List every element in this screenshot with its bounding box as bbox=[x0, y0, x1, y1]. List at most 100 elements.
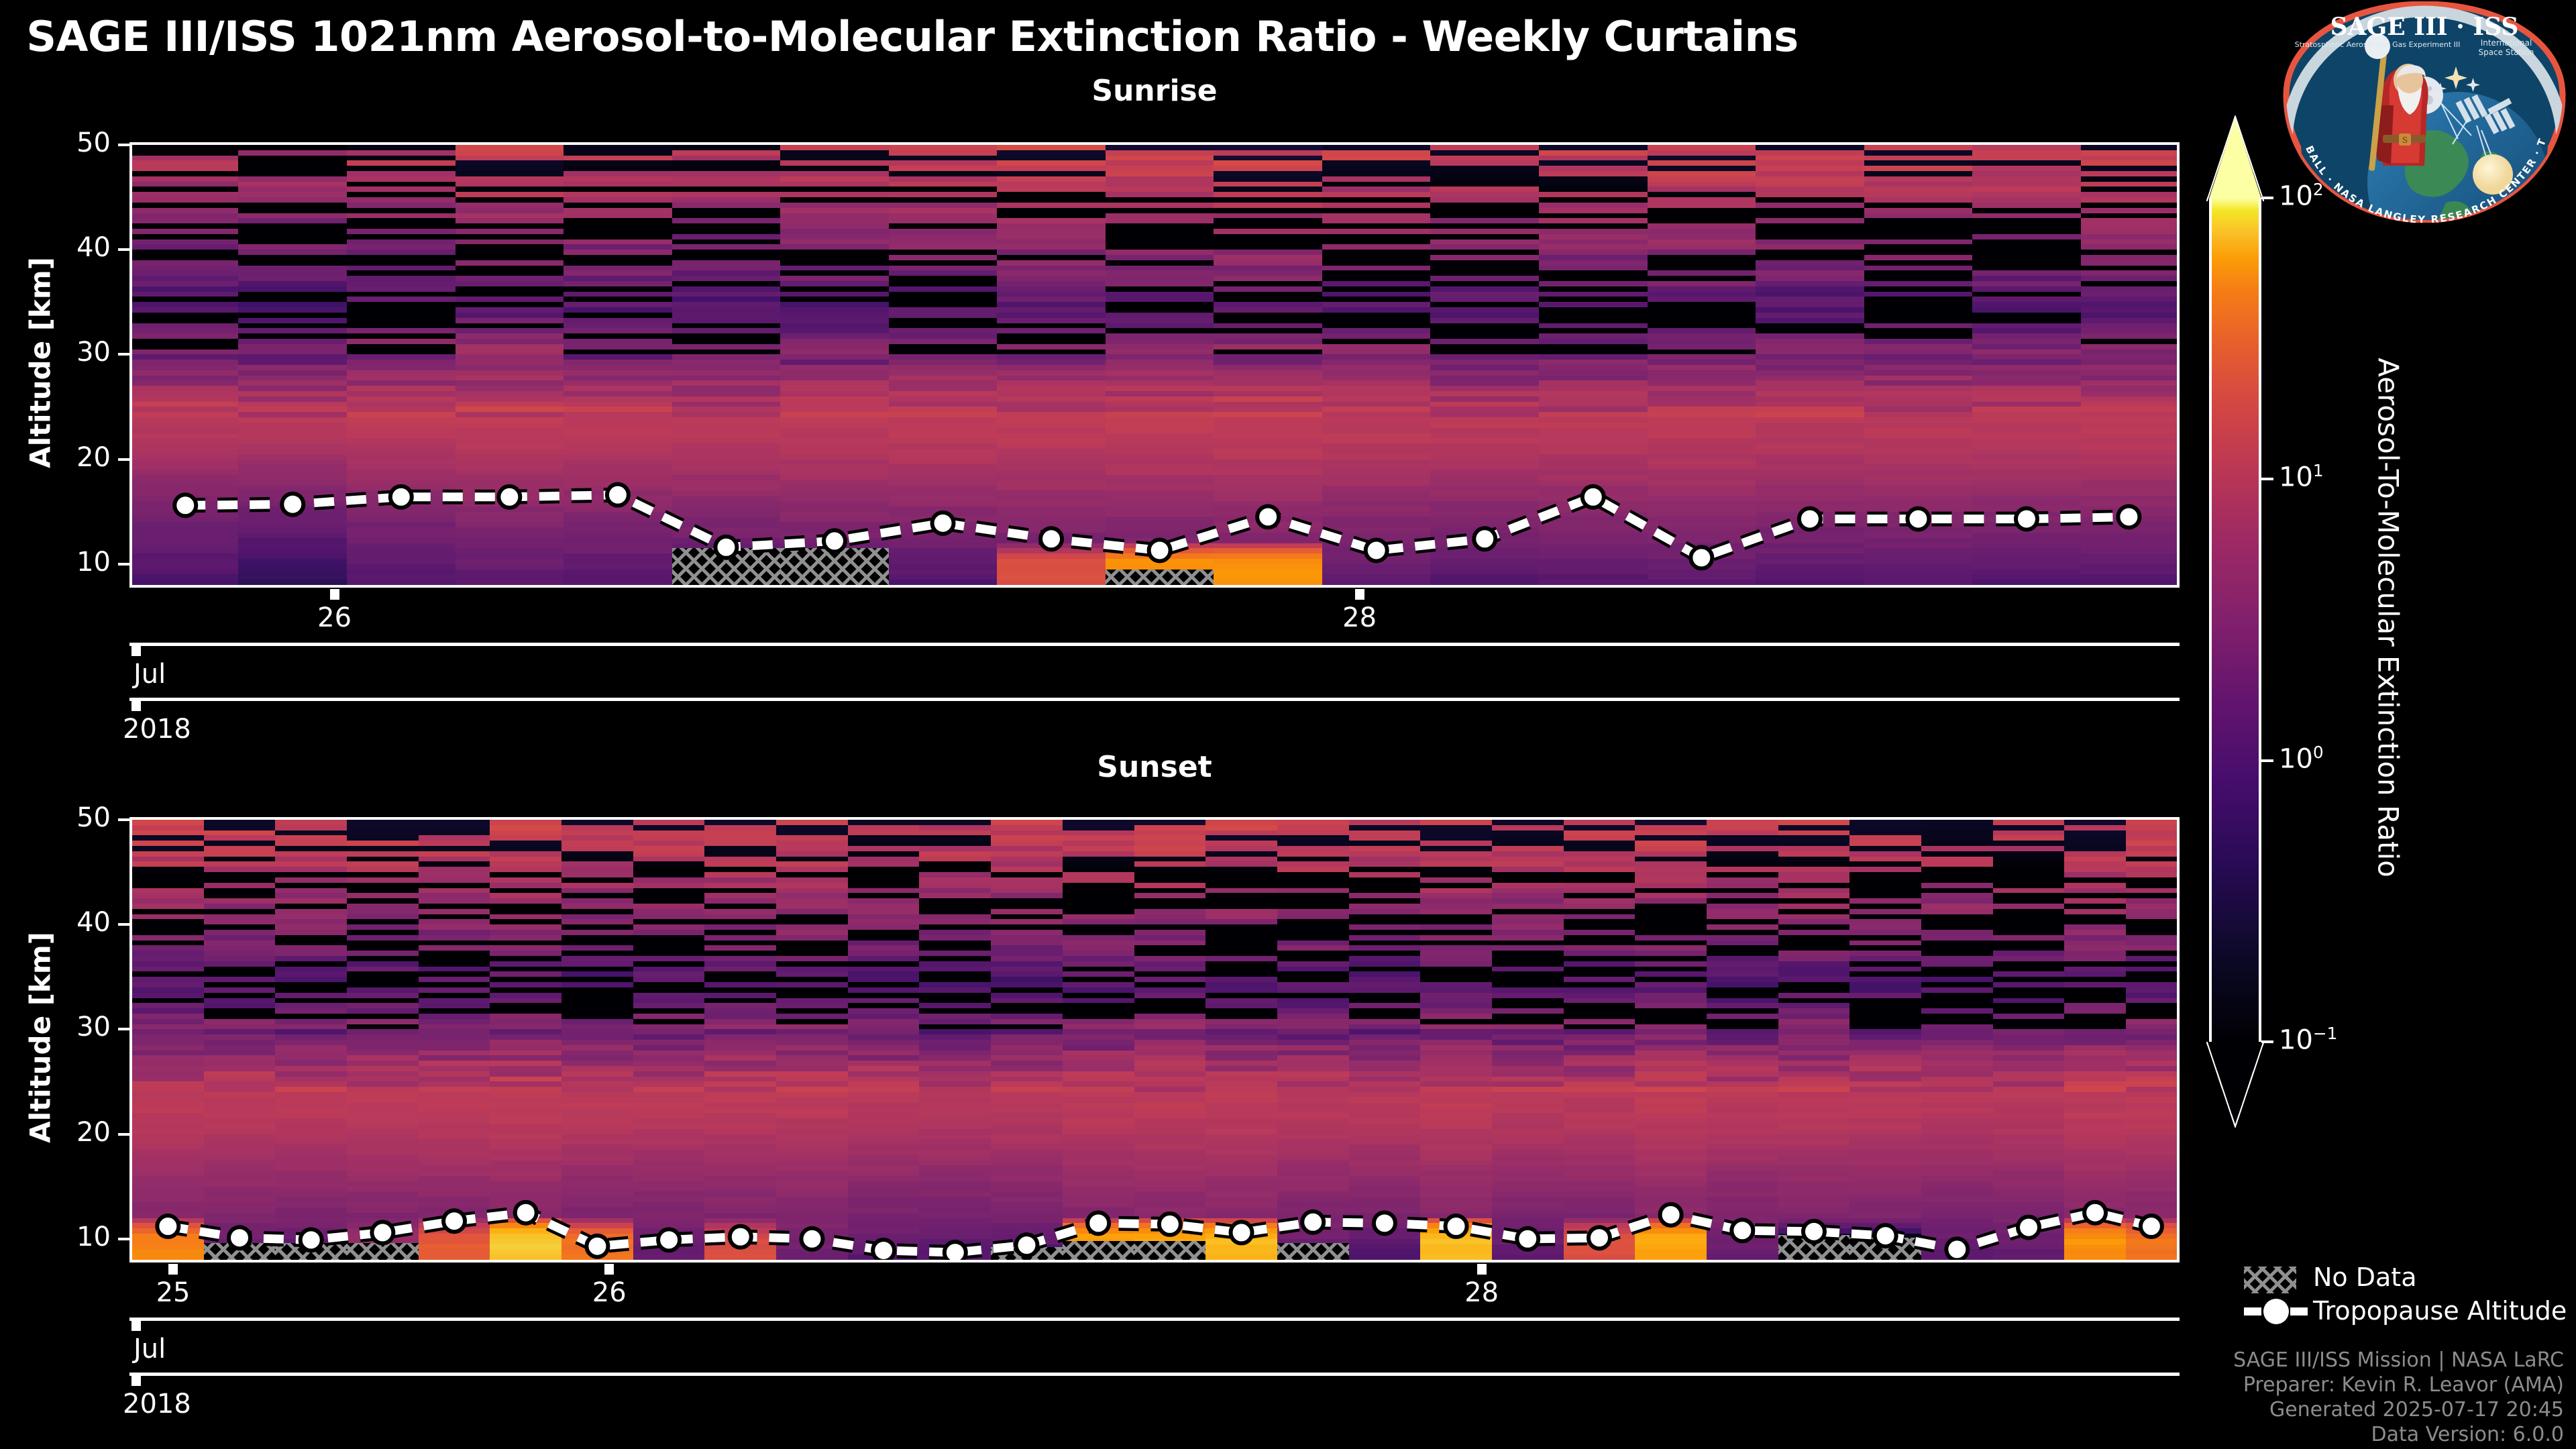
heatmap-cell bbox=[1635, 1076, 1707, 1082]
heatmap-cell bbox=[1205, 1165, 1277, 1171]
heatmap-cell bbox=[1348, 1191, 1421, 1197]
heatmap-cell bbox=[275, 1034, 347, 1040]
heatmap-cell bbox=[2064, 934, 2126, 941]
heatmap-cell bbox=[2080, 574, 2177, 580]
heatmap-cell bbox=[1134, 835, 1206, 841]
heatmap-cell bbox=[1214, 181, 1322, 187]
heatmap-cell bbox=[1348, 914, 1421, 920]
heatmap-cell bbox=[1062, 1034, 1134, 1040]
heatmap-cell bbox=[2125, 1134, 2177, 1140]
heatmap-cell bbox=[203, 1102, 276, 1108]
colorbar[interactable] bbox=[2209, 198, 2261, 1042]
heatmap-cell bbox=[633, 982, 705, 988]
heatmap-column bbox=[1635, 820, 1707, 1260]
heatmap-cell bbox=[1277, 1155, 1349, 1161]
heatmap-cell bbox=[888, 166, 998, 172]
heatmap-cell bbox=[704, 1071, 777, 1077]
heatmap-cell bbox=[2080, 412, 2177, 418]
heatmap-cell bbox=[275, 1191, 347, 1197]
heatmap-cell bbox=[1539, 422, 1648, 429]
heatmap-cell bbox=[1756, 580, 1864, 585]
heatmap-cell bbox=[1491, 851, 1564, 857]
heatmap-cell bbox=[1062, 872, 1134, 878]
heatmap-cell bbox=[919, 982, 991, 988]
heatmap-cell bbox=[1214, 228, 1322, 235]
heatmap-cell bbox=[1849, 951, 1921, 957]
heatmap-cell bbox=[132, 1171, 204, 1177]
heatmap-cell bbox=[455, 333, 564, 339]
heatmap-column bbox=[997, 145, 1106, 585]
heatmap-cell bbox=[1647, 433, 1756, 439]
x-axis-year-rule bbox=[129, 698, 2180, 701]
heatmap-cell bbox=[132, 307, 239, 313]
heatmap-cell bbox=[1348, 1087, 1421, 1093]
colorbar-tick-mark bbox=[2261, 478, 2273, 481]
heatmap-cell bbox=[1756, 160, 1864, 166]
heatmap-cell bbox=[1849, 1197, 1921, 1203]
x-tick-label-day: 26 bbox=[317, 602, 352, 633]
heatmap-cell bbox=[347, 459, 455, 465]
heatmap-column bbox=[919, 820, 991, 1260]
heatmap-cell bbox=[1062, 951, 1134, 957]
heatmap-cell bbox=[1756, 422, 1864, 429]
heatmap-cell bbox=[1491, 1165, 1564, 1171]
heatmap-cell bbox=[1635, 1029, 1707, 1035]
heatmap-cell bbox=[347, 956, 419, 962]
heatmap-cell bbox=[1539, 453, 1648, 460]
heatmap-cell bbox=[1992, 1186, 2065, 1192]
heatmap-cell bbox=[1430, 239, 1539, 245]
heatmap-sunrise[interactable] bbox=[129, 142, 2180, 588]
heatmap-cell bbox=[1214, 360, 1322, 366]
no-data-hatch bbox=[1062, 1240, 1134, 1260]
heatmap-cell bbox=[1134, 961, 1206, 967]
heatmap-cell bbox=[672, 459, 781, 465]
heatmap-cell bbox=[2125, 1144, 2177, 1150]
heatmap-cell bbox=[919, 1181, 991, 1187]
colorbar-tick-label: 10−1 bbox=[2279, 1024, 2338, 1056]
heatmap-cell bbox=[2064, 898, 2126, 904]
heatmap-cell bbox=[1322, 255, 1431, 261]
heatmap-cell bbox=[780, 176, 889, 182]
heatmap-cell bbox=[2064, 820, 2126, 826]
heatmap-cell bbox=[1205, 1191, 1277, 1197]
heatmap-cell bbox=[1972, 333, 2081, 339]
heatmap-cell bbox=[847, 1139, 920, 1145]
heatmap-cell bbox=[275, 898, 347, 904]
heatmap-cell bbox=[1756, 223, 1864, 229]
heatmap-cell bbox=[564, 250, 672, 256]
heatmap-cell bbox=[997, 459, 1106, 465]
heatmap-cell bbox=[847, 1097, 920, 1104]
heatmap-cell bbox=[1214, 354, 1322, 360]
heatmap-cell bbox=[1706, 1013, 1778, 1020]
heatmap-cell bbox=[132, 1191, 204, 1197]
panel-title-sunset: Sunset bbox=[1097, 750, 1212, 784]
heatmap-cell bbox=[847, 998, 920, 1004]
heatmap-cell bbox=[1062, 820, 1134, 826]
heatmap-cell bbox=[238, 453, 347, 460]
heatmap-cell bbox=[347, 903, 419, 910]
heatmap-cell bbox=[1062, 1055, 1134, 1061]
heatmap-cell bbox=[1322, 343, 1431, 350]
heatmap-cell bbox=[1706, 882, 1778, 888]
heatmap-cell bbox=[1563, 992, 1635, 998]
heatmap-cell bbox=[672, 213, 781, 219]
heatmap-cell bbox=[776, 1176, 848, 1182]
heatmap-cell bbox=[1322, 470, 1431, 476]
heatmap-cell bbox=[455, 307, 564, 313]
heatmap-cell bbox=[455, 197, 564, 203]
heatmap-cell bbox=[1491, 1155, 1564, 1161]
heatmap-cell bbox=[1635, 1055, 1707, 1061]
heatmap-cell bbox=[672, 197, 781, 203]
heatmap-cell bbox=[1992, 1008, 2065, 1014]
heatmap-cell bbox=[888, 233, 998, 239]
heatmap-sunset[interactable] bbox=[129, 817, 2180, 1263]
heatmap-cell bbox=[1992, 1150, 2065, 1156]
heatmap-cell bbox=[672, 255, 781, 261]
heatmap-cell bbox=[2125, 1076, 2177, 1082]
heatmap-cell bbox=[275, 846, 347, 852]
heatmap-cell bbox=[1647, 338, 1756, 345]
heatmap-cell bbox=[1491, 1123, 1564, 1130]
heatmap-cell bbox=[1635, 992, 1707, 998]
heatmap-cell bbox=[919, 1191, 991, 1197]
heatmap-cell bbox=[704, 945, 777, 951]
